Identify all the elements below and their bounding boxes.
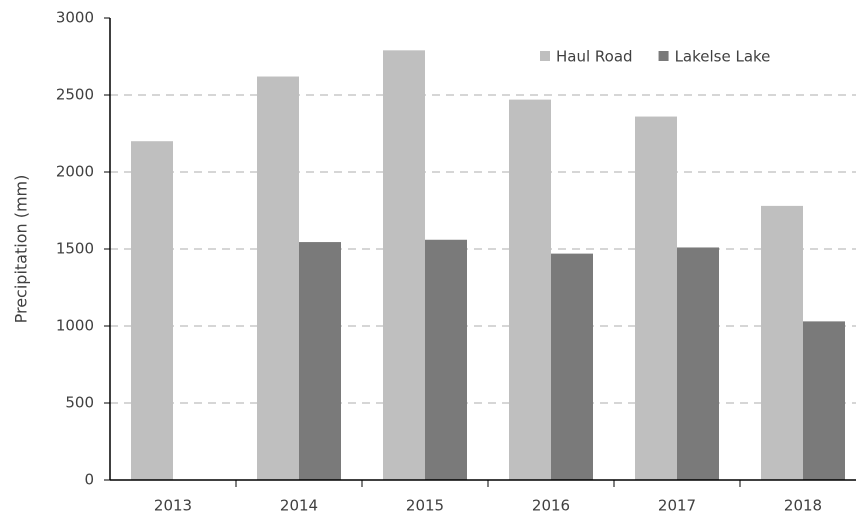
bar (761, 205, 803, 480)
y-tick-label: 3000 (56, 9, 94, 27)
bar (299, 242, 341, 480)
x-tick-label: 2013 (154, 497, 192, 515)
bar (509, 99, 551, 481)
x-tick-label: 2017 (658, 497, 696, 515)
y-tick-label: 1000 (56, 317, 94, 335)
bar (131, 141, 173, 480)
bar (803, 321, 845, 480)
legend-label: Haul Road (556, 48, 633, 66)
legend-swatch (540, 51, 550, 61)
legend-swatch (658, 51, 669, 61)
y-tick-label: 500 (65, 394, 94, 412)
x-tick-label: 2016 (532, 497, 570, 515)
y-axis-label: Precipitation (mm) (12, 175, 31, 324)
y-tick-label: 2500 (56, 86, 94, 104)
bar (383, 50, 425, 481)
legend-label: Lakelse Lake (675, 48, 771, 66)
bar (257, 76, 299, 481)
bar (635, 116, 677, 480)
x-tick-label: 2018 (784, 497, 822, 515)
y-tick-label: 0 (84, 471, 94, 489)
x-tick-label: 2015 (406, 497, 444, 515)
bar (551, 253, 593, 480)
bar (677, 247, 719, 480)
x-tick-label: 2014 (280, 497, 318, 515)
y-tick-label: 2000 (56, 163, 94, 181)
y-tick-label: 1500 (56, 240, 94, 258)
bar (425, 239, 467, 480)
